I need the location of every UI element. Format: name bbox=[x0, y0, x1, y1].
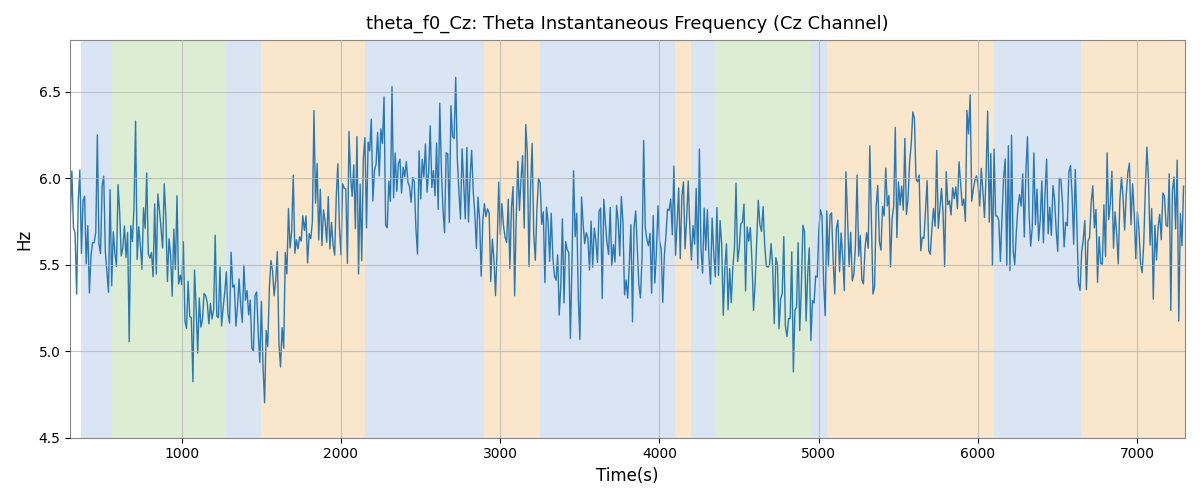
Bar bbox=[82, 40, 112, 438]
Bar bbox=[262, 40, 365, 438]
Title: theta_f0_Cz: Theta Instantaneous Frequency (Cz Channel): theta_f0_Cz: Theta Instantaneous Frequen… bbox=[366, 15, 889, 34]
Y-axis label: Hz: Hz bbox=[16, 228, 34, 250]
X-axis label: Time(s): Time(s) bbox=[596, 467, 659, 485]
Bar bbox=[112, 40, 227, 438]
Bar bbox=[227, 40, 262, 438]
Bar bbox=[676, 40, 691, 438]
Bar bbox=[1081, 40, 1186, 438]
Bar bbox=[691, 40, 715, 438]
Bar bbox=[827, 40, 994, 438]
Bar bbox=[365, 40, 485, 438]
Bar bbox=[994, 40, 1081, 438]
Bar bbox=[540, 40, 676, 438]
Bar bbox=[485, 40, 540, 438]
Bar bbox=[811, 40, 827, 438]
Bar bbox=[715, 40, 811, 438]
